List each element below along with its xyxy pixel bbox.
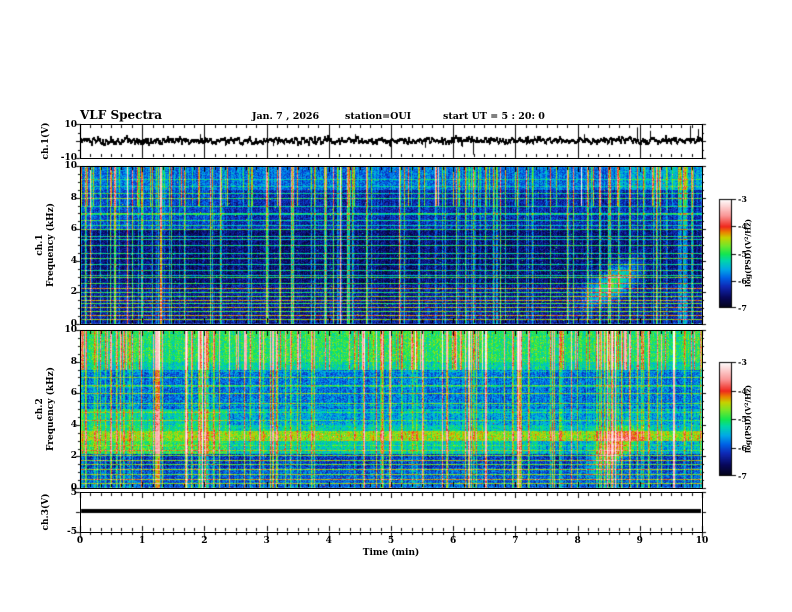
time-tick-label: 1 — [139, 536, 146, 546]
colorbar-tick-label: -5 — [738, 414, 747, 424]
spec1-freq-tick-label: 0 — [70, 319, 77, 329]
colorbar-tick-label: -3 — [738, 194, 747, 204]
spec2-freq-tick-label: 4 — [70, 419, 77, 430]
spec1-channel-label: ch.1 — [35, 234, 45, 256]
time-tick-label: 7 — [512, 536, 519, 546]
ch1-voltage-tick-label: -10 — [60, 153, 77, 163]
ch3-voltage-axis-label: ch.3(V) — [41, 493, 51, 531]
ch1-voltage-tick-label: 10 — [64, 120, 77, 130]
time-tick-label: 0 — [76, 536, 84, 546]
colorbar-tick-label: -4 — [738, 221, 747, 231]
ch3-voltage-tick-label: 5 — [70, 488, 77, 498]
colorbar-tick-label: -6 — [738, 276, 747, 286]
spec1-freq-tick-label: 4 — [70, 255, 77, 266]
time-tick-label: 10 — [695, 536, 709, 546]
spec2-channel-label: ch.2 — [35, 398, 45, 420]
spec1-freq-tick-label: 8 — [70, 192, 77, 203]
colorbar-tick-label: -3 — [738, 357, 747, 367]
spec1-freq-tick-label: 6 — [70, 224, 77, 235]
colorbar-tick-label: -6 — [738, 443, 747, 453]
time-tick-label: 5 — [387, 536, 395, 546]
ch3-voltage-tick-label: -5 — [67, 527, 77, 537]
spec1-frequency-label: Frequency (kHz) — [46, 202, 56, 288]
time-tick-label: 3 — [263, 536, 270, 546]
spec2-freq-tick-label: 2 — [70, 451, 77, 462]
time-tick-label: 4 — [325, 536, 332, 546]
date-label: Jan. 7 , 2026 — [252, 111, 320, 122]
ch1-waveform-panel — [80, 124, 703, 159]
ch1-spectrogram-panel — [80, 166, 703, 325]
time-tick-label: 9 — [636, 536, 643, 546]
spec2-freq-tick-label: 10 — [64, 325, 77, 335]
spec2-frequency-label: Frequency (kHz) — [46, 366, 56, 452]
time-tick-label: 6 — [450, 536, 457, 546]
spec2-freq-tick-label: 0 — [70, 483, 77, 493]
ch2-spectrogram-panel — [80, 330, 703, 489]
spec2-freq-tick-label: 8 — [70, 356, 77, 367]
colorbar-tick-label: -5 — [738, 249, 747, 259]
time-axis-label: Time (min) — [362, 548, 420, 558]
colorbar-tick-label: -4 — [738, 386, 747, 396]
page-title: VLF Spectra — [80, 108, 163, 122]
spec1-freq-tick-label: 10 — [64, 161, 77, 171]
colorbar-tick-label: -7 — [738, 471, 747, 481]
start-ut-label: start UT = 5 : 20: 0 — [443, 111, 545, 122]
colorbar-tick-label: -7 — [738, 303, 747, 313]
time-tick-label: 8 — [574, 536, 581, 546]
spec1-freq-tick-label: 2 — [70, 287, 77, 298]
ch1-voltage-axis-label: ch.1(V) — [41, 122, 51, 160]
time-tick-label: 2 — [201, 536, 208, 546]
station-label: station=OUI — [345, 111, 412, 122]
spec2-freq-tick-label: 6 — [70, 388, 77, 399]
ch3-panel — [80, 492, 703, 533]
